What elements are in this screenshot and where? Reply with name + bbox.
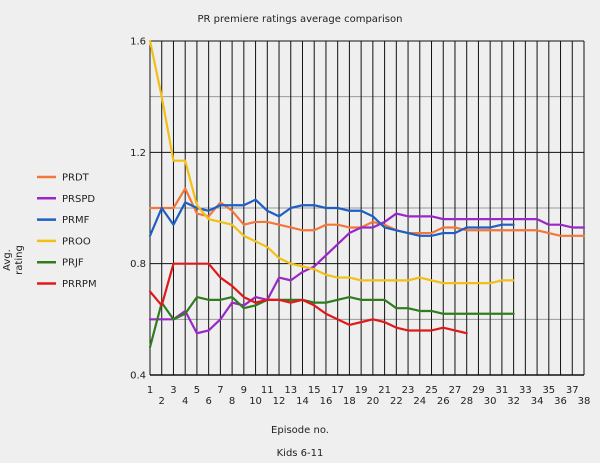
x-tick-label: 32: [507, 396, 520, 407]
x-tick-label: 19: [355, 385, 368, 396]
x-tick-label: 18: [343, 396, 356, 407]
x-tick-label: 28: [460, 396, 473, 407]
x-tick-label: 31: [496, 385, 509, 396]
x-tick-label: 14: [296, 396, 309, 407]
x-tick-label: 20: [366, 396, 379, 407]
x-tick-label: 1: [147, 385, 153, 396]
x-tick-label: 9: [241, 385, 247, 396]
x-tick-label: 11: [261, 385, 274, 396]
series-layer: [148, 39, 586, 349]
x-tick-label: 21: [378, 385, 391, 396]
series-line-prdt: [148, 187, 586, 237]
legend-label: PRRPM: [62, 279, 97, 290]
series-line-prjf: [148, 295, 515, 349]
legend-label: PRSPD: [62, 194, 95, 205]
x-tick-label: 27: [449, 385, 462, 396]
x-tick-label: 25: [425, 385, 438, 396]
x-tick-label: 34: [531, 396, 544, 407]
x-axis-ticks: 1 3 5 7 9 11 13 15 17 19 21 23 25 27 29 31 33 35 372 4 6 8 10 1…: [147, 385, 591, 407]
x-tick-label: 35: [542, 385, 555, 396]
legend-label: PRMF: [62, 215, 90, 226]
y-axis-title-line: Avg.: [2, 249, 13, 271]
y-tick-label: 1.2: [130, 148, 146, 159]
x-tick-label: 3: [170, 385, 176, 396]
y-tick-label: 0.8: [130, 259, 146, 270]
x-tick-label: 23: [402, 385, 415, 396]
x-tick-label: 4: [182, 396, 188, 407]
y-axis-ticks: 0.4 0.8 1.2 1.6: [130, 37, 146, 382]
x-tick-label: 8: [229, 396, 235, 407]
x-tick-label: 38: [578, 396, 591, 407]
x-tick-label: 29: [472, 385, 485, 396]
legend: PRDT PRSPD PRMF PROO PRJF PRRPM: [37, 173, 97, 290]
x-tick-label: 5: [194, 385, 200, 396]
legend-label: PRJF: [62, 258, 84, 269]
legend-label: PRDT: [62, 173, 90, 184]
x-tick-label: 10: [249, 396, 262, 407]
x-tick-label: 36: [554, 396, 567, 407]
x-tick-label: 37: [566, 385, 579, 396]
series-line-proo: [148, 39, 515, 285]
x-tick-label: 24: [413, 396, 426, 407]
x-tick-label: 6: [205, 396, 211, 407]
x-tick-label: 26: [437, 396, 450, 407]
y-tick-label: 0.4: [130, 371, 146, 382]
x-tick-label: 17: [331, 385, 344, 396]
x-tick-label: 15: [308, 385, 321, 396]
x-tick-label: 7: [217, 385, 223, 396]
series-line-prspd: [148, 212, 586, 335]
chart-subtitle: Kids 6-11: [277, 448, 324, 459]
x-tick-label: 33: [519, 385, 532, 396]
series-line-prmf: [148, 198, 515, 237]
y-axis-title-line: rating: [14, 245, 25, 275]
y-axis-title: Avg.rating: [2, 245, 25, 275]
x-tick-label: 30: [484, 396, 497, 407]
legend-label: PROO: [62, 236, 91, 247]
x-tick-label: 12: [273, 396, 286, 407]
x-tick-label: 16: [320, 396, 333, 407]
x-tick-label: 13: [284, 385, 297, 396]
y-tick-label: 1.6: [130, 37, 146, 48]
x-tick-label: 22: [390, 396, 403, 407]
series-line-prrpm: [148, 262, 468, 335]
x-axis-title: Episode no.: [271, 425, 329, 436]
x-tick-label: 2: [159, 396, 165, 407]
chart-title: PR premiere ratings average comparison: [198, 14, 403, 25]
